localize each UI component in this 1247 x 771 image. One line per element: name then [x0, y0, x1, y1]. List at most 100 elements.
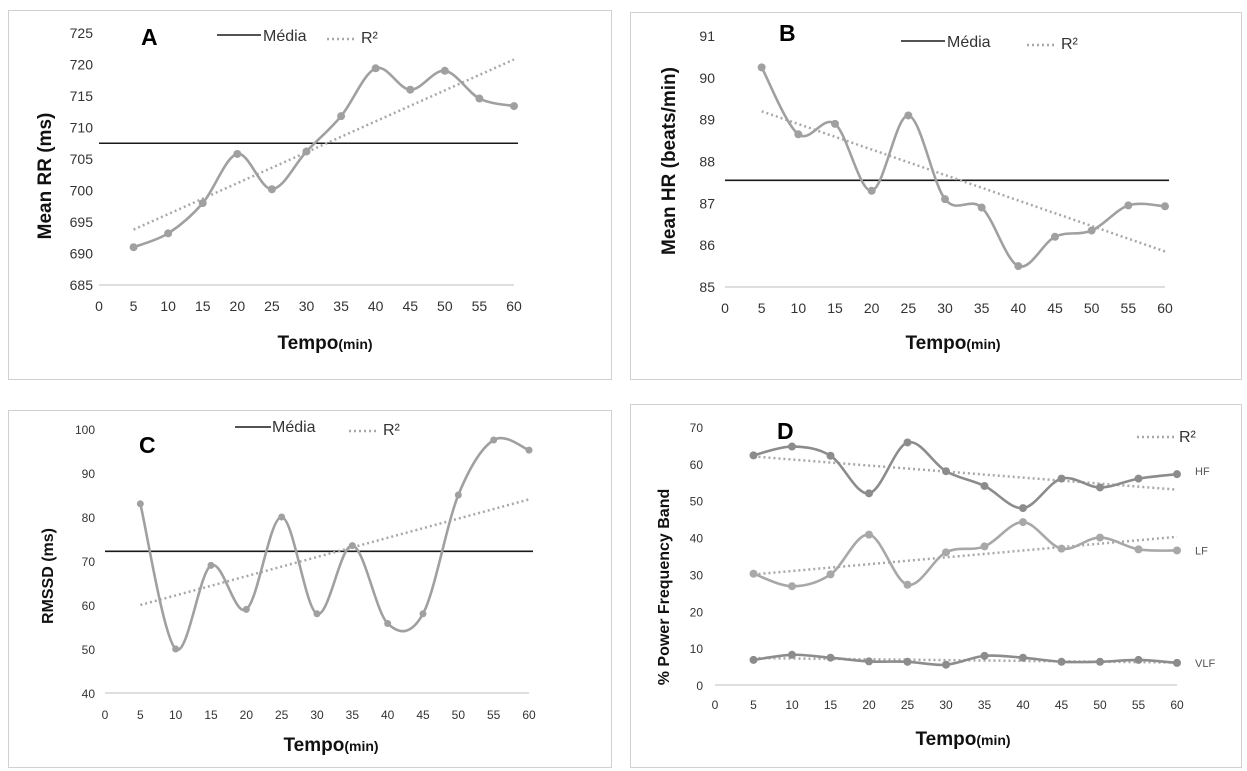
x-tick-label: 55 — [472, 298, 488, 314]
x-tick-label: 20 — [864, 300, 880, 316]
y-tick-label: 725 — [70, 25, 94, 41]
x-tick-label: 30 — [299, 298, 315, 314]
data-point — [406, 85, 415, 94]
x-axis-label: Tempo(min) — [277, 333, 372, 354]
x-tick-label: 45 — [1055, 698, 1069, 712]
x-tick-label: 35 — [333, 298, 349, 314]
x-tick-label: 40 — [381, 708, 395, 722]
data-point — [207, 561, 215, 569]
data-point — [788, 442, 796, 451]
x-tick-label: 10 — [785, 698, 799, 712]
data-point — [904, 111, 913, 120]
x-tick-label: 10 — [791, 300, 807, 316]
data-point — [942, 548, 950, 557]
data-point — [788, 582, 796, 591]
chart-d-svg: D R² % Power Frequency Band Tempo(min) 0… — [656, 418, 1216, 750]
y-tick-label: 85 — [699, 279, 715, 295]
x-tick-label: 60 — [506, 298, 522, 314]
data-point — [1096, 657, 1104, 666]
x-tick-label: 40 — [1016, 698, 1030, 712]
panel-letter-d: D — [777, 418, 794, 444]
x-tick-label: 60 — [522, 708, 536, 722]
x-tick-label: 25 — [901, 698, 915, 712]
legend-mean-label: Média — [272, 419, 316, 436]
x-tick-label: 45 — [402, 298, 418, 314]
trend-line — [140, 498, 530, 607]
y-tick-label: 60 — [690, 458, 704, 472]
data-point — [1057, 657, 1066, 666]
plot-area: 0 5 10 15 20 25 30 35 40 45 50 55 60 0 10 20 30 40 50 60 70 H… — [690, 421, 1216, 712]
legend-trend-label: R² — [361, 30, 379, 47]
y-tick-label: 695 — [70, 214, 94, 230]
data-point — [129, 243, 138, 252]
data-point — [1124, 201, 1133, 210]
x-tick-label: 35 — [974, 300, 990, 316]
x-tick-label: 55 — [487, 708, 501, 722]
trend-line-lf — [753, 535, 1178, 576]
trend-line — [133, 58, 515, 231]
y-tick-label: 91 — [699, 28, 715, 44]
data-point — [977, 203, 986, 212]
chart-panel-d: D R² % Power Frequency Band Tempo(min) 0… — [630, 404, 1242, 768]
y-tick-label: 89 — [699, 112, 715, 128]
data-point — [941, 195, 949, 204]
data-point — [267, 185, 276, 194]
x-tick-label: 25 — [275, 708, 289, 722]
x-tick-label: 60 — [1157, 300, 1173, 316]
data-point — [980, 481, 989, 490]
data-point — [1134, 545, 1143, 554]
x-tick-label: 50 — [1084, 300, 1100, 316]
data-point — [788, 650, 796, 659]
data-point — [1019, 653, 1027, 662]
data-point — [867, 186, 876, 195]
data-point — [198, 199, 207, 208]
x-tick-label: 35 — [346, 708, 360, 722]
x-tick-label: 35 — [978, 698, 992, 712]
x-tick-label: 0 — [95, 298, 103, 314]
data-point — [826, 451, 835, 460]
x-tick-label: 15 — [195, 298, 211, 314]
trend-line — [761, 110, 1166, 253]
data-point — [278, 513, 286, 521]
data-point — [440, 66, 449, 75]
y-tick-label: 80 — [82, 511, 96, 525]
y-tick-label: 86 — [699, 237, 715, 253]
data-point — [313, 610, 321, 618]
data-point — [302, 147, 311, 156]
data-point — [865, 530, 873, 539]
x-tick-label: 5 — [758, 300, 766, 316]
y-tick-label: 40 — [690, 532, 704, 546]
chart-panel-b: B Média R² Mean HR (beats/min) Tempo(min… — [630, 12, 1242, 380]
x-tick-label: 30 — [939, 698, 953, 712]
data-point — [826, 653, 835, 662]
y-tick-label: 40 — [82, 687, 96, 701]
x-tick-label: 55 — [1121, 300, 1137, 316]
x-tick-label: 50 — [1093, 698, 1107, 712]
series-line-lf — [753, 520, 1178, 588]
data-point — [475, 94, 484, 103]
panel-letter-c: C — [139, 432, 156, 458]
y-tick-label: 100 — [75, 423, 95, 437]
x-tick-label: 5 — [137, 708, 144, 722]
trend-line-hf — [753, 455, 1178, 491]
y-tick-label: 70 — [690, 421, 704, 435]
legend-trend-label: R² — [1179, 429, 1197, 446]
chart-b-svg: B Média R² Mean HR (beats/min) Tempo(min… — [659, 20, 1173, 354]
plot-area: 0 5 10 15 20 25 30 35 40 45 50 55 60 685 690 695 700 705 7… — [70, 25, 522, 314]
y-tick-label: 700 — [70, 183, 94, 199]
y-axis-label: Mean HR (beats/min) — [659, 67, 680, 255]
data-point — [1096, 533, 1104, 542]
legend-mean-label: Média — [947, 34, 991, 51]
data-point — [1014, 262, 1023, 271]
legend-trend-label: R² — [383, 422, 401, 439]
data-point — [1173, 470, 1181, 479]
chart-panel-a: A Média R² Mean RR (ms) Tempo(min) 0 5 10 1… — [8, 10, 612, 380]
data-point — [903, 657, 912, 666]
plot-area: 0 5 10 15 20 25 30 35 40 45 50 55 60 40 50 60 70 80 90 100 — [75, 423, 536, 722]
series-label-lf: LF — [1195, 545, 1208, 557]
data-point — [749, 451, 758, 460]
y-axis-label: % Power Frequency Band — [656, 489, 673, 686]
data-point — [172, 645, 180, 653]
series-label-vlf: VLF — [1195, 658, 1215, 670]
x-tick-label: 25 — [901, 300, 917, 316]
